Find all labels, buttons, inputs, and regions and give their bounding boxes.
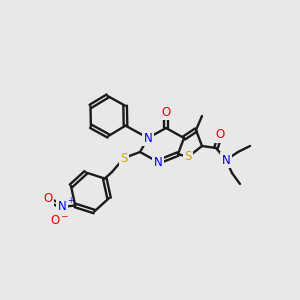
Text: O: O <box>215 128 225 142</box>
Text: S: S <box>184 151 192 164</box>
Text: N: N <box>154 155 162 169</box>
Text: O: O <box>44 193 52 206</box>
Text: N: N <box>222 154 230 166</box>
Text: O: O <box>50 214 60 226</box>
Text: O: O <box>161 106 171 118</box>
Text: N: N <box>58 200 66 214</box>
Text: −: − <box>60 211 68 220</box>
Text: S: S <box>120 152 128 164</box>
Text: N: N <box>144 131 152 145</box>
Text: +: + <box>67 196 74 205</box>
